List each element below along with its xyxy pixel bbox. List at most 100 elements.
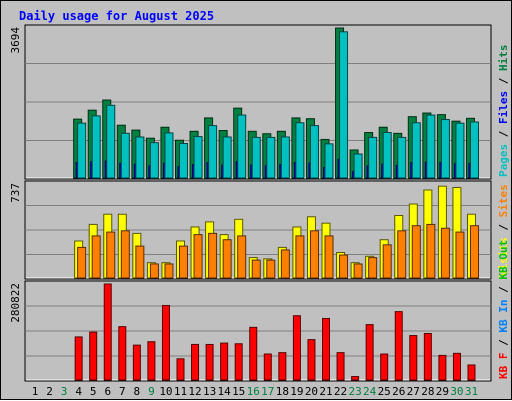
- bar-kb-f-day-17: [263, 353, 272, 381]
- x-tick-label: 29: [436, 385, 449, 398]
- x-tick-label: 14: [218, 385, 232, 398]
- bar-kb-f-day-31: [467, 364, 476, 381]
- x-tick-label: 15: [232, 385, 245, 398]
- legend-kb-in: KB In: [497, 300, 510, 333]
- x-tick-label: 10: [159, 385, 172, 398]
- bar-kb-f-day-14: [220, 342, 229, 381]
- bar-kb-f-day-10: [161, 304, 170, 381]
- chart-title: Daily usage for August 2025: [19, 9, 214, 23]
- bar-pages-day-8: [135, 136, 145, 179]
- bar-pages-day-23: [353, 153, 363, 179]
- panel-1-ymax-label: 3694: [9, 27, 22, 54]
- bar-sites-day-22: [339, 254, 349, 279]
- x-tick-label: 2: [46, 385, 53, 398]
- bar-kb-f-day-11: [176, 358, 185, 381]
- legend-kb-out: KB Out: [497, 240, 510, 280]
- x-tick-label: 27: [407, 385, 420, 398]
- bar-kb-f-day-30: [452, 352, 461, 381]
- x-tick-label: 16: [247, 385, 260, 398]
- bar-sites-day-23: [353, 263, 363, 279]
- x-tick-label: 5: [90, 385, 97, 398]
- bar-sites-day-14: [222, 239, 232, 279]
- bar-sites-day-12: [193, 234, 203, 279]
- bar-sites-day-20: [309, 230, 319, 279]
- bar-kb-f-day-27: [409, 335, 418, 381]
- bar-pages-day-7: [120, 132, 130, 179]
- bar-pages-day-22: [339, 31, 349, 179]
- bar-sites-day-7: [120, 230, 130, 279]
- bar-sites-day-27: [411, 225, 421, 279]
- panel-3-ymax-label: 280822: [9, 283, 22, 323]
- bar-sites-day-8: [135, 245, 145, 279]
- bar-sites-day-31: [470, 225, 479, 279]
- legend-separator: /: [497, 124, 510, 144]
- bar-pages-day-26: [397, 136, 407, 179]
- bar-kb-f-day-16: [249, 326, 258, 381]
- bar-kb-f-day-6: [103, 283, 112, 381]
- bar-kb-f-day-15: [234, 343, 243, 381]
- bar-pages-day-30: [455, 122, 465, 179]
- bar-pages-day-13: [208, 125, 218, 179]
- x-tick-label: 1: [32, 385, 39, 398]
- bar-pages-day-10: [164, 132, 174, 179]
- bar-sites-day-28: [426, 223, 436, 279]
- legend-files: Files: [497, 91, 510, 124]
- panel-3-legend: KB F / KB In / KB Out: [497, 240, 510, 379]
- bar-pages-day-20: [309, 125, 319, 179]
- bar-sites-day-5: [91, 235, 101, 279]
- bar-pages-day-11: [179, 142, 188, 179]
- bar-pages-day-6: [106, 104, 116, 179]
- bar-kb-f-day-20: [307, 339, 316, 381]
- bar-kb-f-day-21: [322, 317, 330, 381]
- legend-separator: /: [497, 217, 510, 237]
- bar-kb-f-day-22: [336, 352, 345, 381]
- bar-kb-f-day-12: [191, 343, 200, 381]
- legend-hits: Hits: [497, 45, 510, 72]
- x-tick-label: 31: [465, 385, 478, 398]
- x-tick-label: 18: [276, 385, 289, 398]
- bar-kb-f-day-4: [74, 336, 83, 381]
- bar-pages-day-14: [222, 136, 232, 179]
- bar-kb-f-day-28: [423, 333, 432, 381]
- bar-sites-day-10: [164, 263, 174, 279]
- bar-sites-day-11: [179, 245, 188, 279]
- bar-pages-day-12: [193, 136, 203, 179]
- bar-kb-f-day-29: [438, 354, 447, 381]
- bar-kb-f-day-26: [394, 311, 403, 381]
- x-tick-label: 12: [188, 385, 201, 398]
- x-tick-label: 7: [119, 385, 126, 398]
- bar-sites-day-18: [280, 249, 290, 279]
- legend-separator: /: [497, 280, 510, 300]
- bar-pages-day-29: [440, 119, 450, 179]
- bar-pages-day-9: [149, 142, 159, 179]
- bar-pages-day-5: [91, 115, 101, 179]
- bar-sites-day-15: [237, 235, 247, 279]
- bar-sites-day-26: [397, 230, 407, 279]
- x-tick-label: 23: [348, 385, 361, 398]
- bar-sites-day-29: [440, 227, 450, 279]
- bar-sites-day-9: [149, 263, 159, 279]
- legend-separator: /: [497, 333, 510, 353]
- x-tick-label: 9: [148, 385, 155, 398]
- bar-kb-f-day-7: [118, 326, 127, 381]
- x-tick-label: 6: [104, 385, 111, 398]
- bar-kb-f-day-13: [205, 343, 214, 381]
- x-tick-label: 19: [290, 385, 303, 398]
- x-tick-label: 4: [75, 385, 82, 398]
- bar-pages-day-28: [426, 114, 436, 179]
- bar-kb-f-day-25: [380, 353, 389, 381]
- legend-separator: /: [497, 71, 510, 91]
- bar-kb-f-day-9: [147, 341, 156, 381]
- x-tick-label: 13: [203, 385, 216, 398]
- bar-pages-day-16: [251, 136, 261, 179]
- bar-kb-f-day-23: [351, 376, 360, 381]
- bar-kb-f-day-19: [292, 315, 301, 381]
- x-tick-label: 26: [392, 385, 405, 398]
- bar-pages-day-19: [295, 122, 305, 179]
- bar-sites-day-25: [382, 244, 392, 279]
- x-tick-label: 21: [319, 385, 332, 398]
- x-tick-label: 28: [421, 385, 434, 398]
- bar-kb-f-day-24: [365, 324, 374, 381]
